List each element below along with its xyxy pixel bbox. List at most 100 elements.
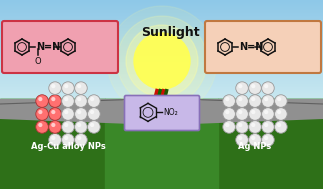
Circle shape [264, 110, 268, 114]
Circle shape [90, 110, 94, 114]
Circle shape [251, 123, 255, 127]
Circle shape [264, 84, 268, 88]
Polygon shape [180, 99, 323, 124]
Circle shape [38, 97, 42, 101]
Circle shape [236, 95, 248, 107]
Circle shape [62, 108, 74, 120]
FancyBboxPatch shape [124, 95, 200, 130]
FancyBboxPatch shape [2, 21, 118, 73]
Circle shape [77, 84, 81, 88]
Circle shape [223, 95, 235, 107]
Text: N=N: N=N [239, 42, 263, 52]
Circle shape [49, 121, 61, 133]
Circle shape [262, 121, 274, 133]
Circle shape [126, 25, 198, 97]
Circle shape [62, 121, 74, 133]
Circle shape [236, 82, 248, 94]
Circle shape [264, 97, 268, 101]
FancyBboxPatch shape [205, 21, 321, 73]
Circle shape [36, 121, 48, 133]
Circle shape [49, 134, 61, 146]
Circle shape [225, 97, 229, 101]
Circle shape [236, 121, 248, 133]
Circle shape [64, 123, 68, 127]
Circle shape [36, 95, 48, 107]
Circle shape [277, 110, 281, 114]
Circle shape [262, 82, 274, 94]
Circle shape [275, 95, 287, 107]
Circle shape [107, 6, 217, 116]
Circle shape [238, 84, 242, 88]
Circle shape [75, 121, 87, 133]
Circle shape [75, 108, 87, 120]
Circle shape [277, 123, 281, 127]
Circle shape [90, 97, 94, 101]
Circle shape [238, 97, 242, 101]
Circle shape [49, 95, 61, 107]
Circle shape [51, 97, 56, 101]
Circle shape [77, 110, 81, 114]
Text: N: N [36, 42, 44, 52]
Text: O: O [35, 57, 41, 66]
Circle shape [75, 134, 87, 146]
Circle shape [251, 84, 255, 88]
Circle shape [62, 134, 74, 146]
Polygon shape [132, 99, 192, 124]
Circle shape [249, 134, 261, 146]
Circle shape [223, 121, 235, 133]
Circle shape [51, 136, 56, 140]
Circle shape [62, 82, 74, 94]
Circle shape [51, 123, 56, 127]
Circle shape [117, 16, 207, 106]
Circle shape [77, 97, 81, 101]
Circle shape [275, 108, 287, 120]
Circle shape [64, 110, 68, 114]
Circle shape [236, 108, 248, 120]
Text: Ag NPs: Ag NPs [238, 142, 272, 151]
Polygon shape [0, 99, 144, 124]
Circle shape [90, 123, 94, 127]
Circle shape [77, 123, 81, 127]
Text: Sunlight: Sunlight [141, 26, 199, 39]
Circle shape [77, 136, 81, 140]
Circle shape [262, 95, 274, 107]
Circle shape [134, 33, 190, 89]
Circle shape [223, 108, 235, 120]
Circle shape [277, 97, 281, 101]
Circle shape [225, 110, 229, 114]
Circle shape [249, 108, 261, 120]
Circle shape [249, 95, 261, 107]
Circle shape [38, 123, 42, 127]
Circle shape [251, 110, 255, 114]
Circle shape [249, 121, 261, 133]
Circle shape [262, 134, 274, 146]
Circle shape [264, 136, 268, 140]
Circle shape [238, 110, 242, 114]
Text: Ag-Cu alloy NPs: Ag-Cu alloy NPs [31, 142, 105, 151]
Circle shape [88, 108, 100, 120]
Circle shape [225, 123, 229, 127]
Circle shape [38, 110, 42, 114]
Circle shape [51, 84, 56, 88]
Circle shape [62, 95, 74, 107]
Circle shape [249, 82, 261, 94]
Text: =N: =N [44, 42, 60, 52]
Circle shape [75, 82, 87, 94]
Circle shape [75, 95, 87, 107]
Circle shape [251, 97, 255, 101]
Circle shape [51, 110, 56, 114]
Circle shape [275, 121, 287, 133]
Circle shape [64, 136, 68, 140]
Circle shape [49, 108, 61, 120]
Circle shape [251, 136, 255, 140]
Text: NO₂: NO₂ [163, 108, 178, 117]
Circle shape [64, 97, 68, 101]
Circle shape [88, 95, 100, 107]
Circle shape [238, 123, 242, 127]
Circle shape [238, 136, 242, 140]
Circle shape [36, 108, 48, 120]
Circle shape [264, 123, 268, 127]
Circle shape [49, 82, 61, 94]
Circle shape [88, 121, 100, 133]
Circle shape [64, 84, 68, 88]
